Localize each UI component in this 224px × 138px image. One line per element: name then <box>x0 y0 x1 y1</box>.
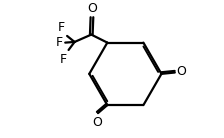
Text: F: F <box>60 53 67 66</box>
Text: O: O <box>92 116 102 128</box>
Text: F: F <box>56 36 63 49</box>
Text: F: F <box>58 21 65 34</box>
Text: O: O <box>87 2 97 15</box>
Text: O: O <box>177 65 186 78</box>
